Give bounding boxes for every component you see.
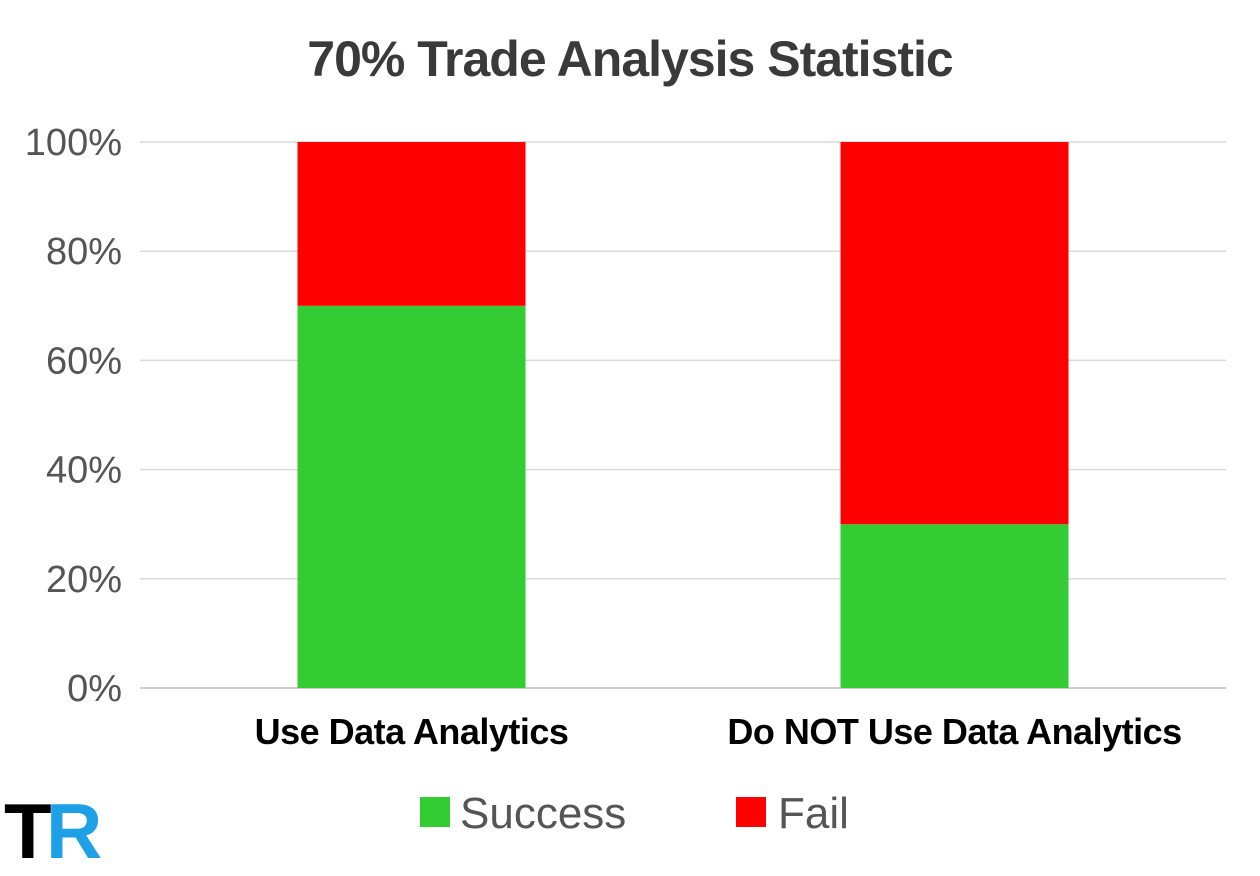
logo-letter-t: T — [4, 787, 52, 875]
x-category-label: Do NOT Use Data Analytics — [727, 711, 1181, 752]
x-category-label: Use Data Analytics — [255, 711, 569, 752]
x-axis-categories: Use Data Analytics Do NOT Use Data Analyt… — [255, 711, 1183, 752]
y-tick-label: 20% — [46, 559, 122, 601]
bar-success — [297, 305, 526, 688]
y-tick-label: 40% — [46, 450, 122, 492]
y-axis-ticks: 0% 20% 40% 60% 80% 100% — [25, 122, 122, 710]
y-tick-label: 60% — [46, 340, 122, 382]
bars — [297, 142, 1069, 688]
y-tick-label: 0% — [67, 668, 122, 710]
bar-fail — [840, 142, 1069, 525]
legend: Success Fail — [420, 789, 849, 838]
y-tick-label: 100% — [25, 122, 122, 164]
chart-title: 70% Trade Analysis Statistic — [307, 31, 953, 87]
bar-fail — [297, 142, 526, 306]
legend-label-success: Success — [460, 789, 626, 838]
legend-swatch-success — [420, 797, 450, 827]
y-tick-label: 80% — [46, 231, 122, 273]
logo-letter-r: R — [46, 787, 102, 875]
legend-swatch-fail — [736, 797, 766, 827]
legend-label-fail: Fail — [778, 789, 849, 838]
bar-success — [840, 524, 1069, 688]
tr-logo: R T — [4, 787, 102, 875]
